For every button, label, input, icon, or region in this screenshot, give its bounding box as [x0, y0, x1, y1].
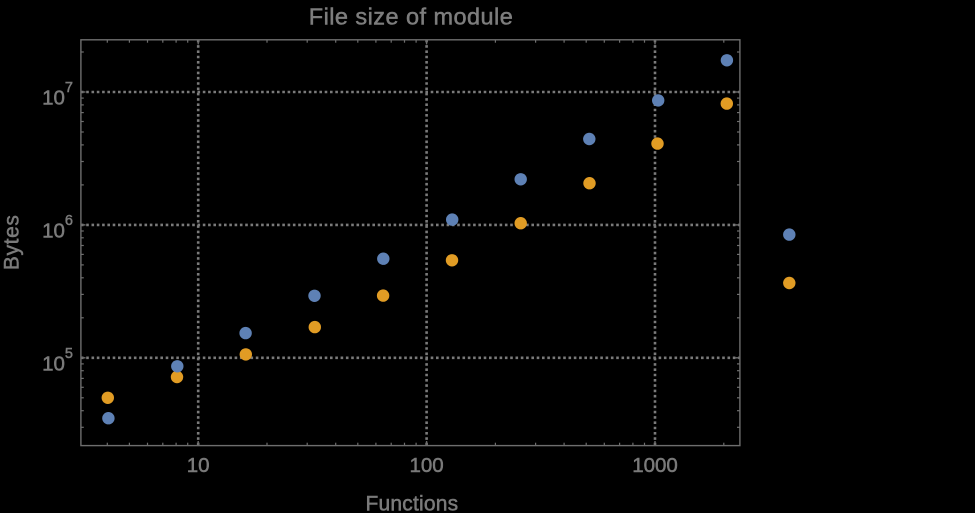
svg-text:5: 5 [65, 346, 73, 362]
svg-text:File size of module: File size of module [309, 4, 513, 30]
svg-text:10: 10 [187, 454, 210, 477]
svg-text:Functions: Functions [365, 493, 458, 513]
svg-text:1000: 1000 [632, 454, 678, 477]
svg-text:10: 10 [42, 87, 65, 110]
svg-text:Bytes: Bytes [1, 215, 24, 271]
svg-text:10: 10 [42, 220, 65, 243]
svg-text:10: 10 [42, 353, 65, 376]
svg-text:6: 6 [65, 213, 73, 229]
svg-text:100: 100 [409, 454, 443, 477]
svg-text:7: 7 [65, 80, 73, 96]
